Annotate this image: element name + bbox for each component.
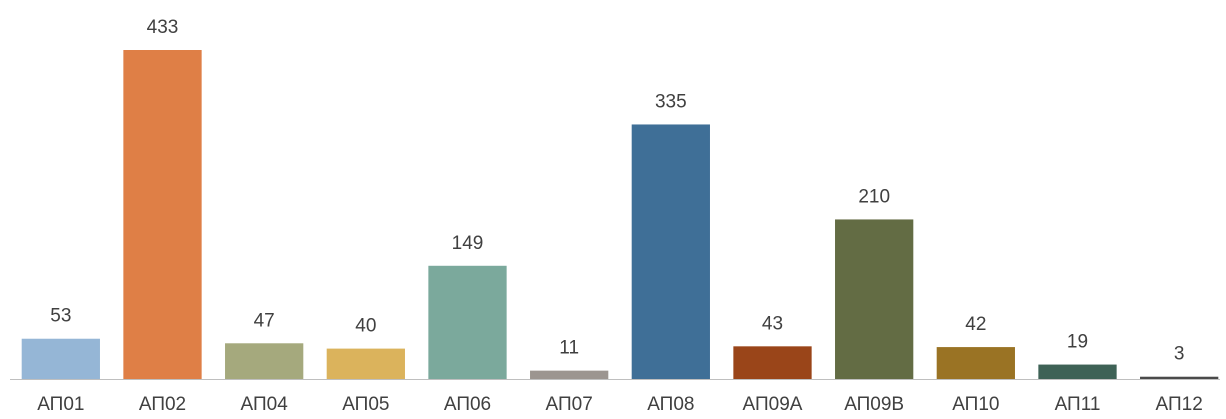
value-label: 433 bbox=[147, 17, 179, 38]
value-label: 3 bbox=[1174, 344, 1185, 365]
value-label: 53 bbox=[50, 306, 71, 327]
x-tick-label: АП05 bbox=[342, 394, 389, 415]
bar bbox=[936, 347, 1015, 379]
bar bbox=[733, 346, 812, 379]
bar bbox=[530, 370, 609, 379]
value-label: 11 bbox=[559, 338, 579, 359]
x-tick-label: АП07 bbox=[546, 394, 593, 415]
bar bbox=[225, 343, 304, 379]
bar bbox=[21, 338, 100, 379]
bar bbox=[631, 124, 710, 380]
value-label: 42 bbox=[965, 314, 986, 335]
x-tick-label: АП11 bbox=[1055, 394, 1101, 415]
x-tick-label: АП12 bbox=[1156, 394, 1203, 415]
bar bbox=[1038, 364, 1117, 379]
bar bbox=[123, 50, 202, 379]
bar bbox=[326, 348, 405, 379]
x-tick-label: АП09А bbox=[743, 394, 803, 415]
value-label: 47 bbox=[254, 310, 275, 331]
value-label: 19 bbox=[1067, 332, 1088, 353]
value-label: 43 bbox=[762, 313, 783, 334]
x-tick-label: АП10 bbox=[952, 394, 999, 415]
x-tick-label: АП01 bbox=[37, 394, 84, 415]
bar bbox=[428, 265, 507, 379]
value-label: 335 bbox=[655, 91, 687, 112]
value-label: 210 bbox=[858, 186, 890, 207]
x-tick-label: АП04 bbox=[241, 394, 289, 415]
bar bbox=[835, 219, 914, 379]
bar bbox=[1140, 376, 1219, 379]
value-label: 149 bbox=[452, 233, 484, 254]
value-label: 40 bbox=[355, 316, 376, 337]
x-tick-label: АП06 bbox=[444, 394, 491, 415]
x-tick-label: АП09В bbox=[844, 394, 904, 415]
x-tick-label: АП08 bbox=[647, 394, 694, 415]
x-tick-label: АП02 bbox=[139, 394, 186, 415]
